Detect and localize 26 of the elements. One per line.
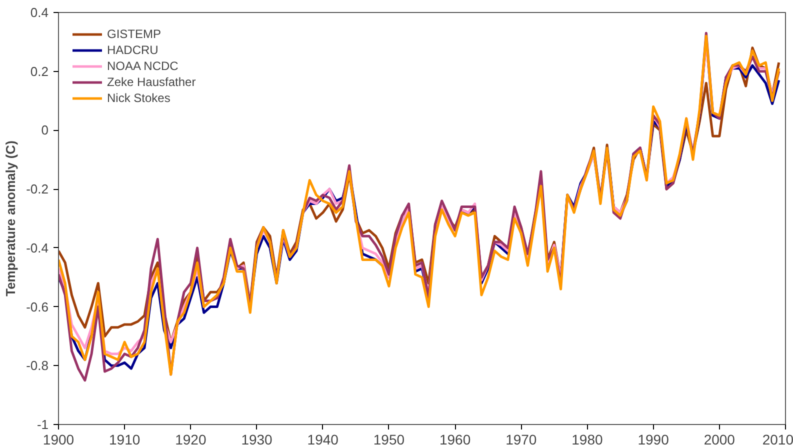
y-tick-label: -0.2: [26, 182, 49, 197]
x-tick-label: 1940: [307, 432, 339, 447]
x-tick-label: 1920: [175, 432, 206, 447]
x-tick-label: 1950: [373, 432, 405, 447]
legend-label: HADCRU: [107, 42, 158, 58]
y-axis-title: Temperature anomaly (C): [3, 140, 18, 296]
y-tick-label: 0: [41, 122, 49, 138]
legend-label: GISTEMP: [107, 26, 162, 42]
y-tick-label: -0.4: [26, 240, 49, 256]
y-tick-label: -0.8: [26, 358, 49, 374]
x-tick-label: 1970: [506, 432, 537, 447]
x-tick-label: 2010: [762, 432, 793, 447]
y-tick-label: 0.4: [30, 5, 49, 20]
x-tick-label: 1930: [241, 432, 273, 447]
x-tick-label: 1910: [109, 432, 140, 447]
x-tick-label: 1980: [572, 432, 604, 447]
x-tick-label: 1960: [439, 432, 471, 447]
legend-label: Zeke Hausfather: [107, 74, 196, 90]
x-tick-label: 2000: [704, 432, 736, 447]
x-tick-label: 1990: [638, 432, 670, 447]
y-tick-label: -0.6: [26, 299, 49, 314]
x-tick-label: 1900: [42, 432, 74, 447]
y-tick-label: -1: [36, 417, 49, 432]
legend-label: NOAA NCDC: [107, 58, 178, 74]
y-tick-label: 0.2: [30, 64, 49, 79]
legend-label: Nick Stokes: [107, 90, 170, 106]
